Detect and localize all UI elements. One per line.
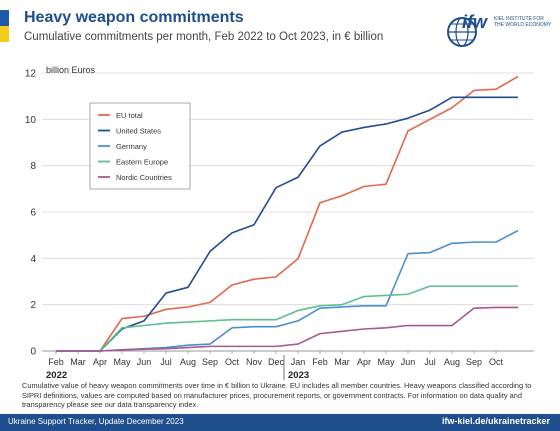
chart-legend: EU total United States Germany Eastern Euro… <box>89 102 191 190</box>
ukraine-flag <box>0 10 9 42</box>
logo-wordmark: ifw <box>462 12 487 32</box>
x-tick-label: Mar <box>334 357 350 367</box>
series-line-eu-total <box>56 75 519 352</box>
x-tick-label: Oct <box>225 357 240 367</box>
x-tick-label: Apr <box>357 357 371 367</box>
series-line-germany <box>56 229 519 352</box>
legend-label: Germany <box>116 142 147 151</box>
y-tick-label: 6 <box>30 208 36 219</box>
year-label: 2023 <box>288 370 309 380</box>
series-line-eastern-europe <box>56 285 518 352</box>
x-tick-label: Dec <box>268 357 285 367</box>
footer-bar: Ukraine Support Tracker, Update December… <box>0 414 560 431</box>
y-tick-label: 0 <box>30 347 36 358</box>
flag-yellow-stripe <box>0 26 9 42</box>
legend-label: United States <box>116 127 161 136</box>
y-tick-label: 8 <box>30 161 36 172</box>
x-tick-label: Jun <box>401 357 416 367</box>
x-tick-label: Feb <box>312 357 328 367</box>
y-tick-label: 12 <box>25 69 37 80</box>
y-tick-labels: 0 2 4 6 8 10 12 <box>25 69 37 358</box>
x-tick-labels: Feb Mar Apr May Jun Jul Aug Sep Oct Nov Dec Jan Feb M… <box>46 351 503 380</box>
globe-logo-icon <box>447 17 477 47</box>
legend-label: Nordic Countries <box>116 173 172 182</box>
x-tick-label: Oct <box>489 357 504 367</box>
x-tick-label: Apr <box>93 357 107 367</box>
chart-caption: Cumulative value of heavy weapon commitm… <box>22 381 532 409</box>
x-tick-label: Jul <box>424 357 436 367</box>
x-tick-label: Mar <box>70 357 86 367</box>
x-tick-label: May <box>377 357 395 367</box>
y-axis-label: billion Euros <box>46 65 96 75</box>
x-tick-label: Sep <box>202 357 218 367</box>
year-label: 2022 <box>46 370 67 380</box>
x-tick-label: Jul <box>160 357 172 367</box>
line-chart: 0 2 4 6 8 10 12 billion Euros Feb Mar Apr May Jun J… <box>25 65 534 380</box>
legend-label: Eastern Europe <box>116 158 168 167</box>
logo-subtitle-line2: THE WORLD ECONOMY <box>494 22 552 28</box>
chart-subtitle: Cumulative commitments per month, Feb 20… <box>24 31 384 43</box>
flag-blue-stripe <box>0 10 9 26</box>
series-lines <box>56 75 519 352</box>
y-tick-label: 2 <box>30 300 36 311</box>
series-line-nordic-countries <box>56 306 518 352</box>
footer-link[interactable]: ifw-kiel.de/ukrainetracker <box>441 416 550 426</box>
x-tick-label: Jan <box>291 357 306 367</box>
series-line-united-states <box>56 96 518 352</box>
legend-label: EU total <box>116 111 143 120</box>
logo-subtitle-line1: KIEL INSTITUTE FOR <box>494 16 544 22</box>
footer-source: Ukraine Support Tracker, Update December… <box>8 417 184 426</box>
x-tick-label: May <box>113 357 131 367</box>
x-tick-label: Feb <box>48 357 64 367</box>
y-tick-label: 4 <box>30 254 36 265</box>
x-tick-label: Nov <box>246 357 263 367</box>
chart-title: Heavy weapon commitments <box>24 9 244 26</box>
logo-subtitle: KIEL INSTITUTE FOR THE WORLD ECONOMY <box>494 16 554 28</box>
x-tick-label: Sep <box>466 357 482 367</box>
y-tick-label: 10 <box>25 115 37 126</box>
x-tick-label: Jun <box>137 357 152 367</box>
x-tick-label: Aug <box>180 357 196 367</box>
x-tick-label: Aug <box>444 357 460 367</box>
